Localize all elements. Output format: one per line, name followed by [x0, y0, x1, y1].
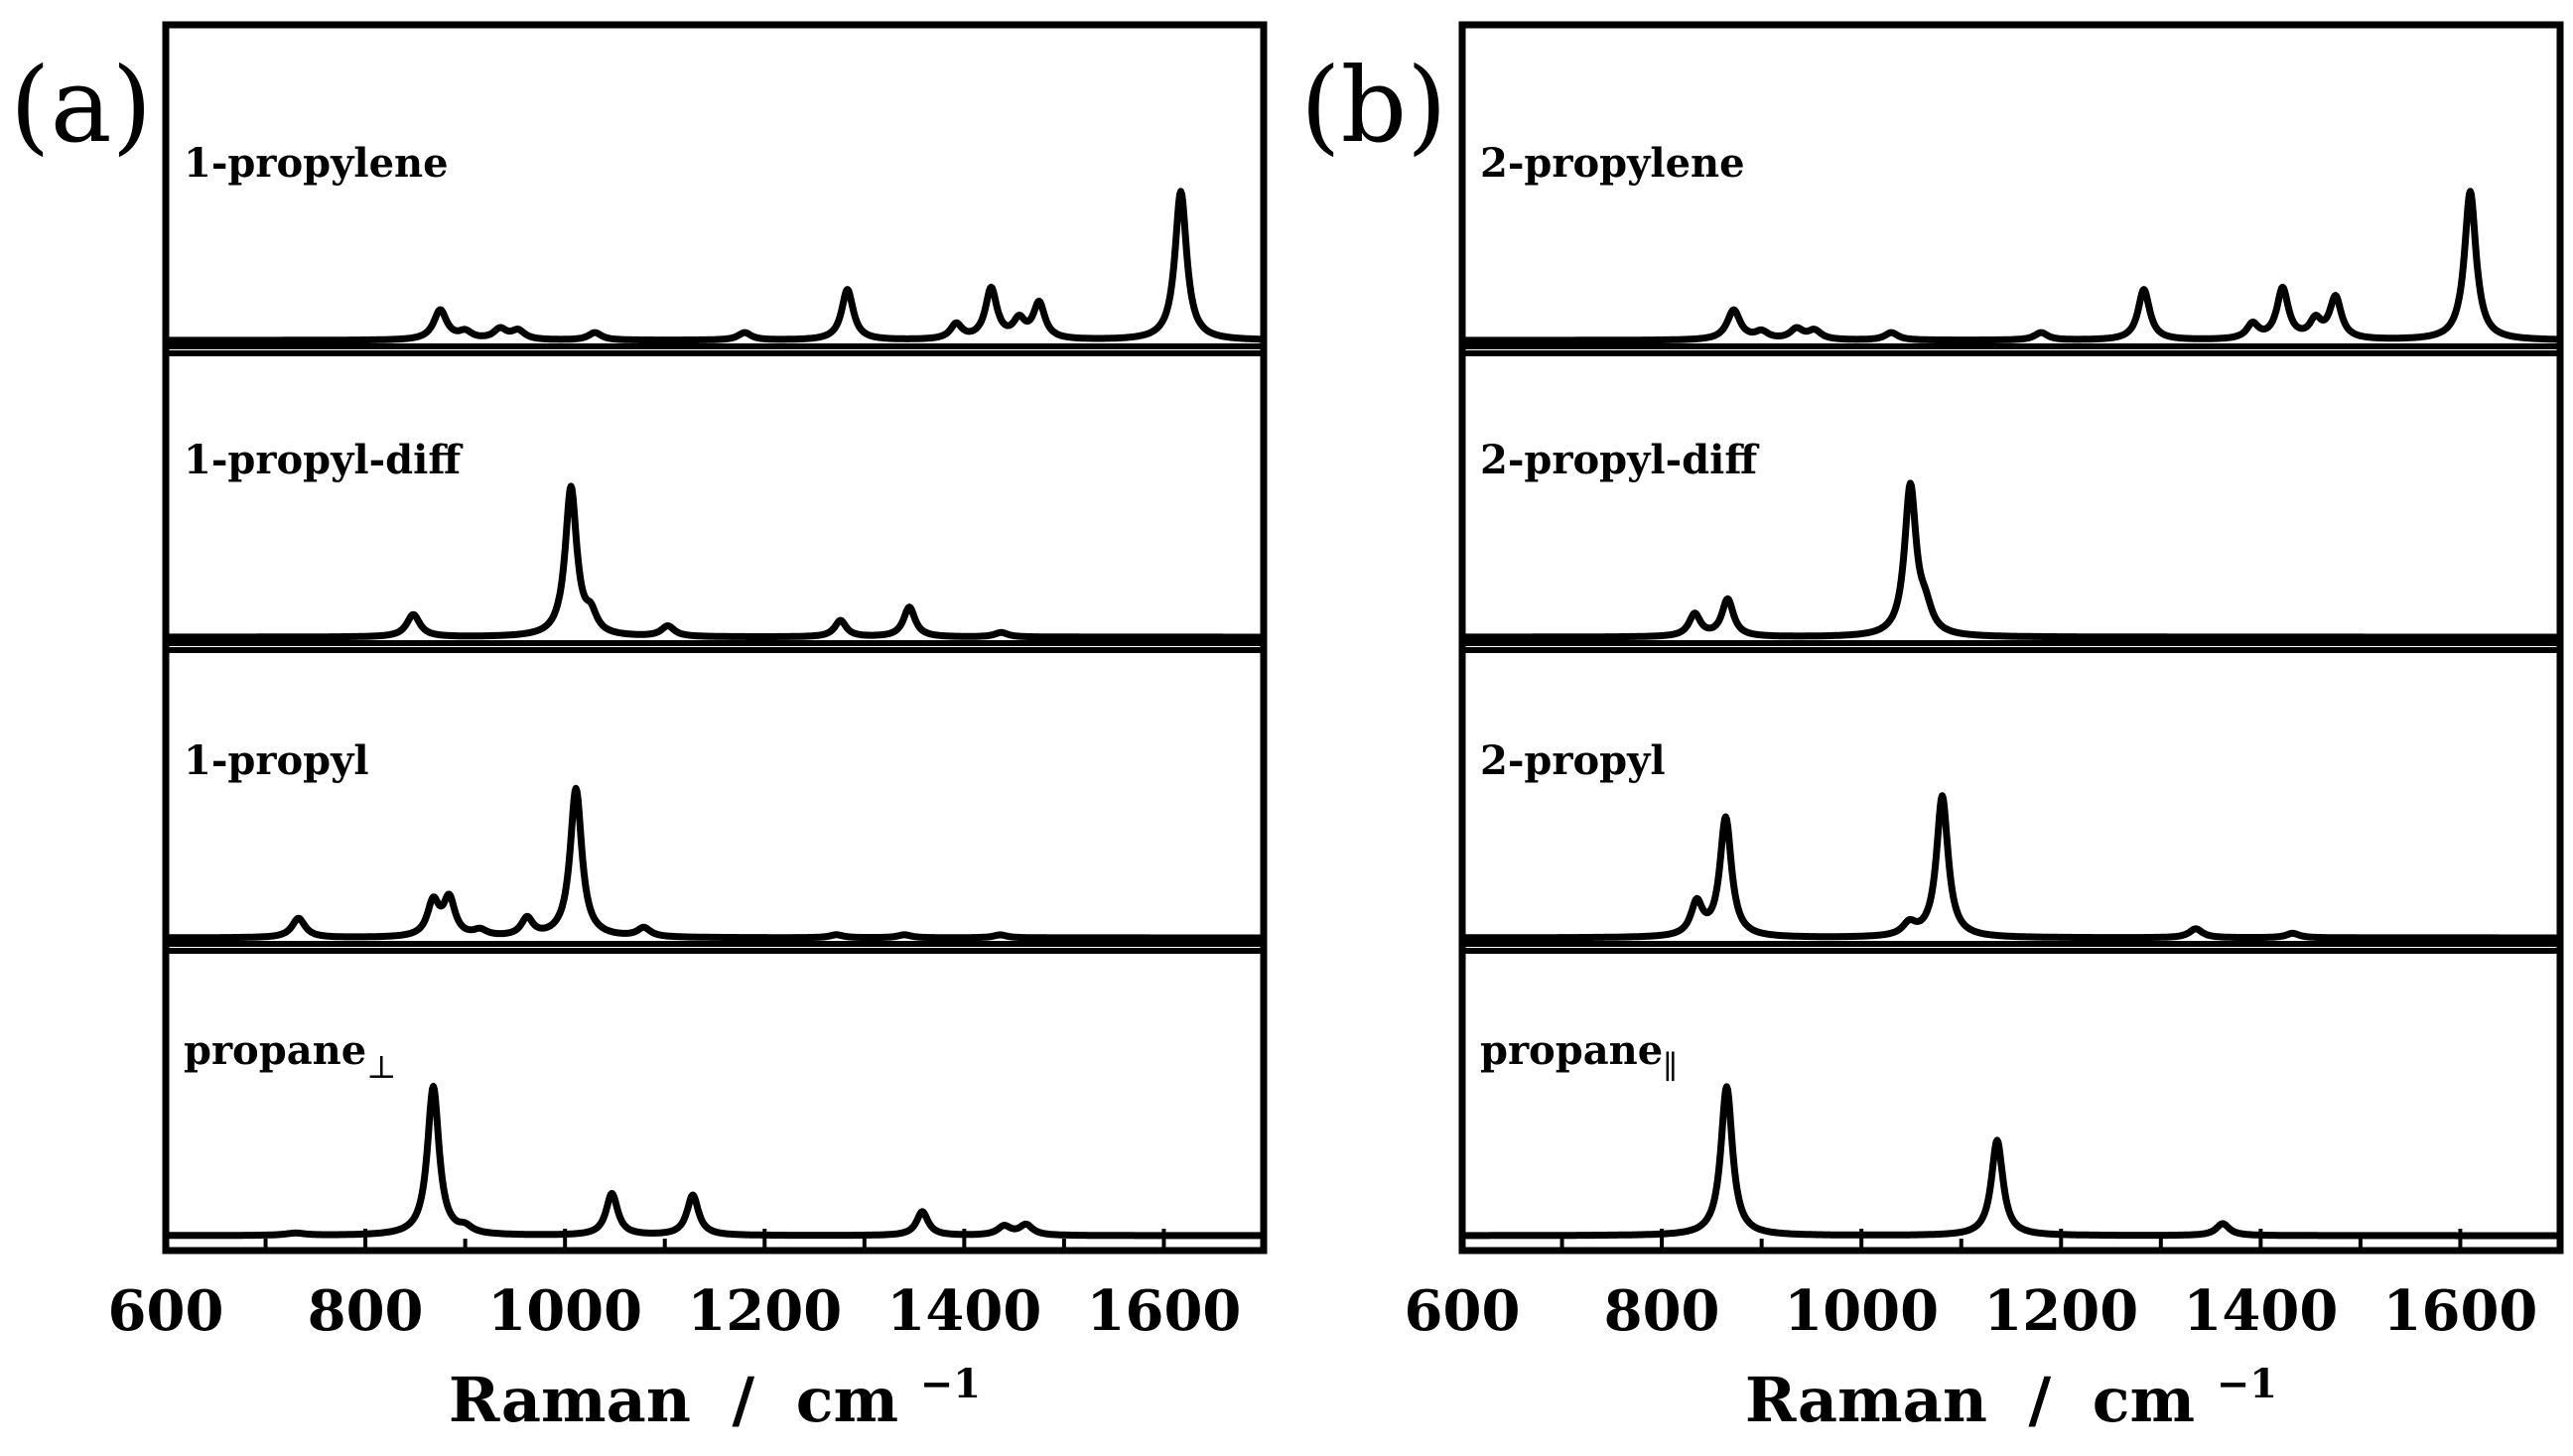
series-label-main: 2-propylene [1480, 140, 1745, 187]
axis-title-unit-exponent: −1 [2217, 1361, 2277, 1407]
series-label: 1-propyl [184, 737, 369, 784]
panel-a-frame [162, 21, 1268, 1255]
series-label: propane∥ [1480, 1027, 1678, 1086]
axis-title-separator: / [733, 1364, 755, 1436]
series-label: 2-propyl-diff [1480, 437, 1759, 483]
spectrum-2-propyl-diff [1458, 479, 2564, 641]
series-label-main: 1-propyl-diff [184, 437, 463, 483]
series-label: 2-propyl [1480, 737, 1666, 784]
axis-title-unit: cm [2093, 1364, 2195, 1436]
spectrum-1-propyl [162, 784, 1268, 942]
panel-a-letter: (a) [10, 45, 152, 166]
panel-a-axis-title: Raman / cm −1 [449, 1361, 981, 1436]
spectrum-1-propylene [162, 188, 1268, 344]
x-tick-label: 1200 [687, 1278, 842, 1344]
x-tick-label: 600 [1405, 1278, 1521, 1344]
x-tick-label: 1400 [886, 1278, 1041, 1344]
axis-title-quantity: Raman [1745, 1364, 1987, 1436]
series-label: 1-propyl-diff [184, 437, 463, 483]
x-tick-label: 800 [1604, 1278, 1720, 1344]
series-label-main: 1-propylene [184, 140, 449, 187]
x-tick-label: 1200 [1983, 1278, 2138, 1344]
spectrum-2-propyl [1458, 792, 2564, 942]
panel-b-axis-title: Raman / cm −1 [1745, 1361, 2277, 1436]
x-tick-label: 1600 [2383, 1278, 2538, 1344]
series-label-main: 1-propyl [184, 737, 369, 784]
axis-title-quantity: Raman [449, 1364, 691, 1436]
series-label-main: 2-propyl-diff [1480, 437, 1759, 483]
axis-title-unit: cm [796, 1364, 898, 1436]
series-label-main: 2-propyl [1480, 737, 1666, 784]
series-label-subscript: ⊥ [366, 1048, 396, 1086]
series-label-main: propane [1480, 1027, 1663, 1074]
spectrum-2-propylene [1458, 188, 2564, 344]
axis-title-separator: / [2029, 1364, 2052, 1436]
series-label: 1-propylene [184, 140, 449, 187]
panel-b-frame [1458, 21, 2564, 1255]
series-label: propane⊥ [184, 1027, 396, 1086]
x-tick-label: 600 [108, 1278, 224, 1344]
series-label: 2-propylene [1480, 140, 1745, 187]
x-tick-label: 1600 [1087, 1278, 1242, 1344]
x-tick-label: 1000 [487, 1278, 642, 1344]
x-tick-label: 1000 [1784, 1278, 1939, 1344]
spectrum-propane- [162, 1083, 1268, 1240]
axis-title-unit-exponent: −1 [920, 1361, 981, 1407]
x-tick-label: 800 [308, 1278, 424, 1344]
panel-b: (b) 2-propylene 2-propyl-diff 2-propyl prop… [1300, 21, 2564, 1436]
panel-b-letter: (b) [1300, 45, 1447, 166]
spectrum-1-propyl-diff [162, 482, 1268, 641]
series-label-main: propane [184, 1027, 366, 1074]
x-tick-label: 1400 [2183, 1278, 2338, 1344]
spectrum-propane- [1458, 1083, 2564, 1240]
series-label-subscript: ∥ [1663, 1048, 1678, 1086]
panel-a: (a) 1-propylene 1-propyl-diff 1-propyl prop… [10, 21, 1268, 1436]
